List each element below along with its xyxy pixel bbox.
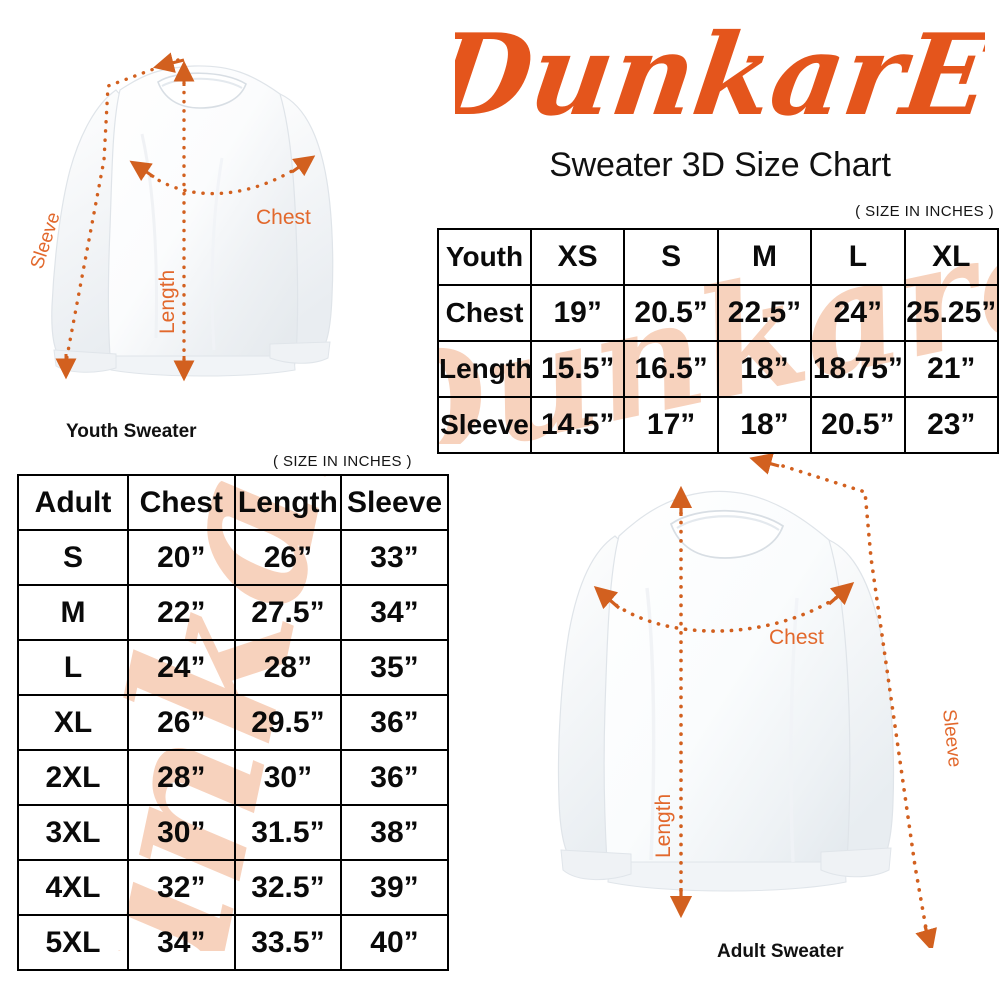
table-row: Sleeve 14.5” 17” 18” 20.5” 23” bbox=[437, 396, 999, 454]
table-row-header: Youth XS S M L XL bbox=[437, 228, 999, 286]
adult-row-label: S bbox=[17, 529, 129, 586]
adult-row-label: 5XL bbox=[17, 914, 129, 971]
table-row: 5XL 34” 33.5” 40” bbox=[17, 914, 449, 971]
table-row: M 22” 27.5” 34” bbox=[17, 584, 449, 641]
youth-size-table: Youth XS S M L XL Chest 19” 20.5” 22.5” … bbox=[437, 228, 999, 454]
adult-row-label: XL bbox=[17, 694, 129, 751]
adult-header-cell: Length bbox=[233, 474, 343, 531]
youth-cell: 17” bbox=[623, 396, 719, 454]
youth-units-note: ( SIZE IN INCHES ) bbox=[855, 203, 994, 220]
adult-cell: 40” bbox=[340, 914, 449, 971]
youth-cell: 19” bbox=[529, 284, 626, 342]
adult-sweater-caption: Adult Sweater bbox=[717, 941, 844, 962]
youth-measurement-guides: Chest Length Sleeve bbox=[27, 52, 316, 382]
adult-cell: 28” bbox=[127, 749, 236, 806]
adult-cell: 34” bbox=[340, 584, 449, 641]
youth-length-label: Length bbox=[156, 270, 179, 334]
adult-cell: 20” bbox=[127, 529, 236, 586]
youth-sleeve-arrow bbox=[64, 58, 180, 364]
youth-sweater-diagram: Chest Length Sleeve bbox=[8, 38, 418, 413]
table-row: Length 15.5” 16.5” 18” 18.75” 21” bbox=[437, 340, 999, 398]
table-row: 3XL 30” 31.5” 38” bbox=[17, 804, 449, 861]
adult-row-label: 4XL bbox=[17, 859, 129, 916]
adult-sweater-diagram: Chest Length Sleeve bbox=[555, 448, 995, 948]
adult-cell: 30” bbox=[127, 804, 236, 861]
adult-header-cell: Adult bbox=[17, 474, 129, 531]
table-row: 2XL 28” 30” 36” bbox=[17, 749, 449, 806]
adult-cell: 38” bbox=[340, 804, 449, 861]
youth-cell: 14.5” bbox=[529, 396, 626, 454]
adult-size-table: Adult Chest Length Sleeve S 20” 26” 33” … bbox=[17, 474, 449, 971]
youth-header-cell: S bbox=[623, 228, 719, 286]
youth-header-cell: XL bbox=[903, 228, 999, 286]
adult-cell: 34” bbox=[127, 914, 236, 971]
table-row: Chest 19” 20.5” 22.5” 24” 25.25” bbox=[437, 284, 999, 342]
adult-cell: 36” bbox=[340, 749, 449, 806]
youth-cell: 16.5” bbox=[623, 340, 719, 398]
adult-cell: 32.5” bbox=[233, 859, 343, 916]
youth-row-label: Chest bbox=[437, 284, 532, 342]
youth-chest-arrow bbox=[142, 164, 302, 196]
youth-row-label: Sleeve bbox=[437, 396, 532, 454]
youth-cell: 24” bbox=[810, 284, 906, 342]
youth-cell: 18” bbox=[716, 396, 813, 454]
adult-cell: 29.5” bbox=[233, 694, 343, 751]
brand-logo: DunkarE bbox=[455, 18, 985, 148]
adult-cell: 31.5” bbox=[233, 804, 343, 861]
brand-logo-text: DunkarE bbox=[455, 18, 985, 141]
page-title: Sweater 3D Size Chart bbox=[549, 146, 891, 184]
table-row: S 20” 26” 33” bbox=[17, 529, 449, 586]
adult-row-label: L bbox=[17, 639, 129, 696]
adult-cell: 27.5” bbox=[233, 584, 343, 641]
adult-cell: 33.5” bbox=[233, 914, 343, 971]
adult-row-label: M bbox=[17, 584, 129, 641]
adult-cell: 36” bbox=[340, 694, 449, 751]
adult-cell: 24” bbox=[127, 639, 236, 696]
adult-header-cell: Sleeve bbox=[340, 474, 449, 531]
adult-cell: 28” bbox=[233, 639, 343, 696]
adult-chest-label: Chest bbox=[769, 626, 824, 649]
adult-chest-arrow bbox=[607, 594, 841, 633]
youth-sweater-caption: Youth Sweater bbox=[66, 421, 197, 442]
adult-cell: 35” bbox=[340, 639, 449, 696]
adult-sweater-shape bbox=[557, 490, 895, 892]
adult-cell: 26” bbox=[233, 529, 343, 586]
youth-size-table-grid: Youth XS S M L XL Chest 19” 20.5” 22.5” … bbox=[437, 228, 999, 454]
youth-cell: 18” bbox=[716, 340, 813, 398]
youth-cell: 18.75” bbox=[810, 340, 906, 398]
adult-units-note: ( SIZE IN INCHES ) bbox=[273, 453, 412, 470]
youth-cell: 22.5” bbox=[716, 284, 813, 342]
table-row: L 24” 28” 35” bbox=[17, 639, 449, 696]
table-row: 4XL 32” 32.5” 39” bbox=[17, 859, 449, 916]
adult-sleeve-arrow bbox=[781, 464, 929, 936]
youth-header-cell: M bbox=[716, 228, 813, 286]
table-row: XL 26” 29.5” 36” bbox=[17, 694, 449, 751]
youth-chest-label: Chest bbox=[256, 206, 311, 229]
adult-size-table-grid: Adult Chest Length Sleeve S 20” 26” 33” … bbox=[17, 474, 449, 971]
adult-length-label: Length bbox=[652, 794, 675, 858]
youth-row-label: Length bbox=[437, 340, 532, 398]
youth-cell: 20.5” bbox=[623, 284, 719, 342]
adult-sleeve-label: Sleeve bbox=[938, 708, 965, 768]
adult-cell: 30” bbox=[233, 749, 343, 806]
youth-cell: 20.5” bbox=[810, 396, 906, 454]
youth-header-cell: XS bbox=[529, 228, 626, 286]
youth-cell: 21” bbox=[903, 340, 999, 398]
youth-cell: 23” bbox=[903, 396, 999, 454]
adult-row-label: 2XL bbox=[17, 749, 129, 806]
adult-cell: 33” bbox=[340, 529, 449, 586]
adult-cell: 26” bbox=[127, 694, 236, 751]
adult-cell: 32” bbox=[127, 859, 236, 916]
youth-header-cell: L bbox=[810, 228, 906, 286]
table-row-header: Adult Chest Length Sleeve bbox=[17, 474, 449, 531]
youth-header-cell: Youth bbox=[437, 228, 532, 286]
youth-cell: 15.5” bbox=[529, 340, 626, 398]
adult-cell: 22” bbox=[127, 584, 236, 641]
youth-cell: 25.25” bbox=[903, 284, 999, 342]
adult-cell: 39” bbox=[340, 859, 449, 916]
adult-row-label: 3XL bbox=[17, 804, 129, 861]
adult-header-cell: Chest bbox=[127, 474, 236, 531]
